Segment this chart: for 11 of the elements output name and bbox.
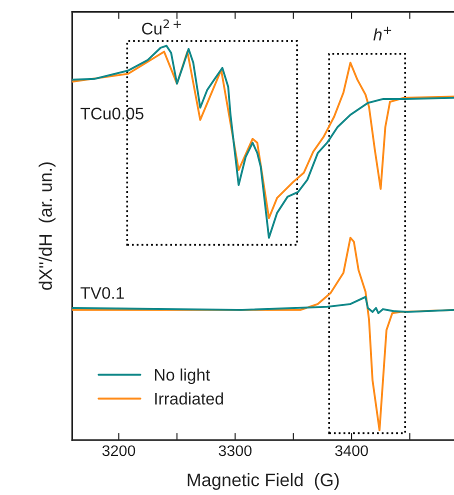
x-tick-label: 3400	[335, 445, 368, 456]
x-axis-title: Magnetic Field (G)	[188, 473, 339, 490]
x-tick-label: 3300	[218, 445, 252, 456]
legend-label: No light	[155, 368, 210, 384]
text: h$^{+}$	[373, 26, 392, 40]
text: Cu$^{2+}$	[142, 19, 181, 35]
x-tick-label: 3200	[102, 445, 136, 456]
annotation: TCu0.05	[80, 108, 144, 120]
annotation: TV0.1	[80, 287, 124, 299]
y-axis-title: dX''/dH (ar. un.)	[38, 162, 56, 290]
legend-label: Irradiated	[155, 392, 223, 405]
